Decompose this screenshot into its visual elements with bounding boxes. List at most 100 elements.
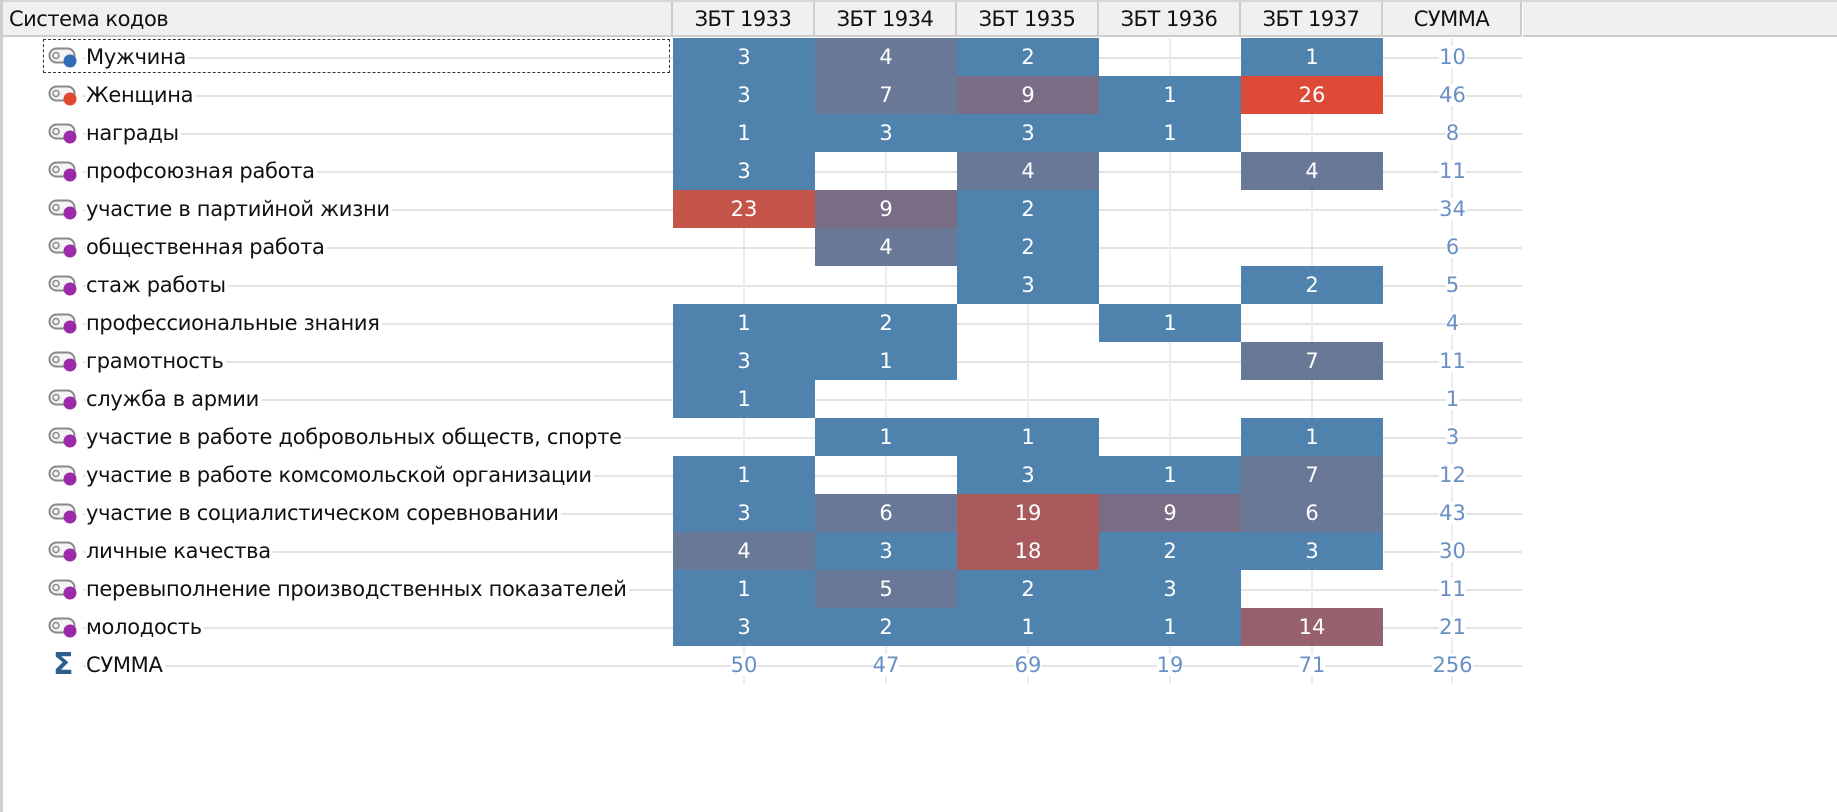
- row-sum-cell[interactable]: 11: [1383, 570, 1522, 608]
- heatmap-cell-1933[interactable]: 3: [673, 608, 815, 646]
- grand-total-cell[interactable]: 256: [1383, 646, 1522, 684]
- heatmap-cell-1936[interactable]: 3: [1099, 570, 1241, 608]
- header-column-1935[interactable]: ЗБТ 1935: [957, 2, 1099, 37]
- row-label-cell[interactable]: участие в социалистическом соревновании: [3, 494, 673, 532]
- heatmap-cell-1935[interactable]: [957, 304, 1099, 342]
- table-row[interactable]: награды 1 3 3 1 8: [3, 114, 1522, 152]
- heatmap-cell-1935[interactable]: 3: [957, 114, 1099, 152]
- heatmap-cell-1937[interactable]: 6: [1241, 494, 1383, 532]
- row-label-cell[interactable]: участие в работе добровольных обществ, с…: [3, 418, 673, 456]
- row-sum-cell[interactable]: 10: [1383, 38, 1522, 76]
- heatmap-cell-1935[interactable]: 1: [957, 418, 1099, 456]
- table-row[interactable]: Мужчина 3 4 2 1 10: [3, 38, 1522, 76]
- header-column-sum[interactable]: СУММА: [1383, 2, 1522, 37]
- row-sum-cell[interactable]: 5: [1383, 266, 1522, 304]
- row-sum-cell[interactable]: 3: [1383, 418, 1522, 456]
- heatmap-cell-1937[interactable]: 4: [1241, 152, 1383, 190]
- heatmap-cell-1936[interactable]: [1099, 380, 1241, 418]
- heatmap-cell-1934[interactable]: 4: [815, 228, 957, 266]
- heatmap-cell-1936[interactable]: [1099, 228, 1241, 266]
- heatmap-cell-1937[interactable]: 1: [1241, 418, 1383, 456]
- table-row[interactable]: общественная работа 4 2 6: [3, 228, 1522, 266]
- heatmap-cell-1934[interactable]: 3: [815, 114, 957, 152]
- heatmap-cell-1937[interactable]: 3: [1241, 532, 1383, 570]
- row-sum-cell[interactable]: 8: [1383, 114, 1522, 152]
- column-sum-1933[interactable]: 50: [673, 646, 815, 684]
- heatmap-cell-1934[interactable]: [815, 380, 957, 418]
- column-sum-1936[interactable]: 19: [1099, 646, 1241, 684]
- heatmap-cell-1936[interactable]: [1099, 418, 1241, 456]
- row-sum-cell[interactable]: 11: [1383, 342, 1522, 380]
- heatmap-cell-1933[interactable]: 1: [673, 570, 815, 608]
- heatmap-cell-1934[interactable]: 1: [815, 342, 957, 380]
- heatmap-cell-1937[interactable]: [1241, 304, 1383, 342]
- row-sum-cell[interactable]: 12: [1383, 456, 1522, 494]
- heatmap-cell-1935[interactable]: 3: [957, 456, 1099, 494]
- heatmap-cell-1933[interactable]: [673, 266, 815, 304]
- heatmap-cell-1933[interactable]: [673, 418, 815, 456]
- table-row[interactable]: Женщина 3 7 9 1 26 46: [3, 76, 1522, 114]
- row-sum-cell[interactable]: 21: [1383, 608, 1522, 646]
- heatmap-cell-1935[interactable]: [957, 380, 1099, 418]
- heatmap-cell-1936[interactable]: 2: [1099, 532, 1241, 570]
- table-row[interactable]: молодость 3 2 1 1 14 21: [3, 608, 1522, 646]
- header-column-1936[interactable]: ЗБТ 1936: [1099, 2, 1241, 37]
- row-label-cell[interactable]: личные качества: [3, 532, 673, 570]
- table-row[interactable]: служба в армии 1 1: [3, 380, 1522, 418]
- heatmap-cell-1934[interactable]: 4: [815, 38, 957, 76]
- heatmap-cell-1937[interactable]: 7: [1241, 456, 1383, 494]
- table-row[interactable]: перевыполнение производственных показате…: [3, 570, 1522, 608]
- table-row[interactable]: участие в партийной жизни 23 9 2 34: [3, 190, 1522, 228]
- heatmap-cell-1936[interactable]: [1099, 342, 1241, 380]
- heatmap-cell-1935[interactable]: 2: [957, 38, 1099, 76]
- heatmap-cell-1934[interactable]: 6: [815, 494, 957, 532]
- heatmap-cell-1936[interactable]: 1: [1099, 608, 1241, 646]
- row-sum-cell[interactable]: 30: [1383, 532, 1522, 570]
- table-row[interactable]: участие в работе комсомольской организац…: [3, 456, 1522, 494]
- heatmap-cell-1933[interactable]: 1: [673, 380, 815, 418]
- heatmap-cell-1935[interactable]: [957, 342, 1099, 380]
- column-sum-1937[interactable]: 71: [1241, 646, 1383, 684]
- row-label-cell[interactable]: Женщина: [3, 76, 673, 114]
- heatmap-cell-1933[interactable]: 1: [673, 456, 815, 494]
- heatmap-cell-1935[interactable]: 2: [957, 228, 1099, 266]
- heatmap-cell-1933[interactable]: 3: [673, 342, 815, 380]
- header-code-system[interactable]: Система кодов: [3, 2, 673, 37]
- heatmap-cell-1937[interactable]: 1: [1241, 38, 1383, 76]
- heatmap-cell-1936[interactable]: 1: [1099, 304, 1241, 342]
- row-sum-cell[interactable]: 4: [1383, 304, 1522, 342]
- heatmap-cell-1935[interactable]: 2: [957, 570, 1099, 608]
- totals-label-cell[interactable]: Σ СУММА: [3, 646, 673, 684]
- table-row[interactable]: грамотность 3 1 7 11: [3, 342, 1522, 380]
- heatmap-cell-1937[interactable]: 7: [1241, 342, 1383, 380]
- heatmap-cell-1935[interactable]: 3: [957, 266, 1099, 304]
- row-label-cell[interactable]: молодость: [3, 608, 673, 646]
- row-sum-cell[interactable]: 46: [1383, 76, 1522, 114]
- heatmap-cell-1934[interactable]: 9: [815, 190, 957, 228]
- heatmap-cell-1936[interactable]: 1: [1099, 456, 1241, 494]
- heatmap-cell-1933[interactable]: 4: [673, 532, 815, 570]
- heatmap-cell-1937[interactable]: 2: [1241, 266, 1383, 304]
- row-sum-cell[interactable]: 34: [1383, 190, 1522, 228]
- heatmap-cell-1934[interactable]: [815, 456, 957, 494]
- totals-row[interactable]: Σ СУММА 50 47 69 19 71 256: [3, 646, 1522, 684]
- heatmap-cell-1935[interactable]: 9: [957, 76, 1099, 114]
- heatmap-cell-1934[interactable]: 7: [815, 76, 957, 114]
- heatmap-cell-1936[interactable]: [1099, 152, 1241, 190]
- heatmap-cell-1937[interactable]: [1241, 380, 1383, 418]
- row-sum-cell[interactable]: 6: [1383, 228, 1522, 266]
- heatmap-cell-1935[interactable]: 18: [957, 532, 1099, 570]
- heatmap-cell-1937[interactable]: 26: [1241, 76, 1383, 114]
- heatmap-cell-1934[interactable]: 2: [815, 608, 957, 646]
- heatmap-cell-1934[interactable]: 2: [815, 304, 957, 342]
- table-row[interactable]: личные качества 4 3 18 2 3 30: [3, 532, 1522, 570]
- table-row[interactable]: участие в социалистическом соревновании 3…: [3, 494, 1522, 532]
- heatmap-cell-1936[interactable]: [1099, 266, 1241, 304]
- heatmap-cell-1933[interactable]: 3: [673, 76, 815, 114]
- heatmap-cell-1936[interactable]: [1099, 190, 1241, 228]
- row-sum-cell[interactable]: 11: [1383, 152, 1522, 190]
- row-label-cell[interactable]: Мужчина: [3, 38, 673, 76]
- heatmap-cell-1936[interactable]: [1099, 38, 1241, 76]
- table-row[interactable]: профсоюзная работа 3 4 4 11: [3, 152, 1522, 190]
- heatmap-cell-1933[interactable]: 3: [673, 494, 815, 532]
